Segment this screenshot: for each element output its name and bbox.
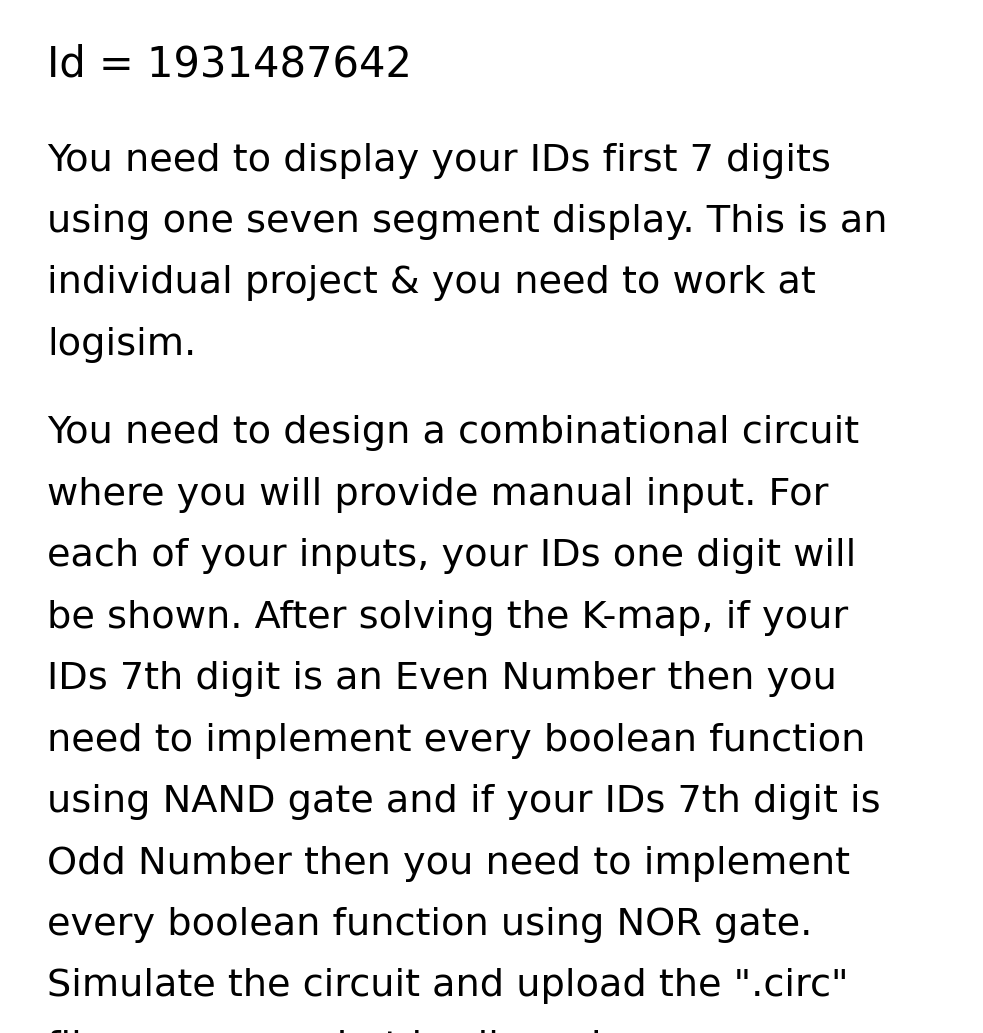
Text: individual project & you need to work at: individual project & you need to work at — [47, 265, 816, 302]
Text: Id = 1931487642: Id = 1931487642 — [47, 43, 412, 86]
Text: be shown. After solving the K-map, if your: be shown. After solving the K-map, if yo… — [47, 599, 848, 635]
Text: using one seven segment display. This is an: using one seven segment display. This is… — [47, 205, 888, 240]
Text: Odd Number then you need to implement: Odd Number then you need to implement — [47, 845, 850, 881]
Text: IDs 7th digit is an Even Number then you: IDs 7th digit is an Even Number then you — [47, 661, 838, 697]
Text: using NAND gate and if your IDs 7th digit is: using NAND gate and if your IDs 7th digi… — [47, 784, 881, 820]
Text: every boolean function using NOR gate.: every boolean function using NOR gate. — [47, 907, 813, 943]
Text: You need to display your IDs first 7 digits: You need to display your IDs first 7 dig… — [47, 143, 831, 179]
Text: Simulate the circuit and upload the ".circ": Simulate the circuit and upload the ".ci… — [47, 969, 848, 1004]
Text: file, no screenshot is allowed.: file, no screenshot is allowed. — [47, 1030, 614, 1033]
Text: You need to design a combinational circuit: You need to design a combinational circu… — [47, 415, 859, 451]
Text: logisim.: logisim. — [47, 326, 197, 363]
Text: where you will provide manual input. For: where you will provide manual input. For — [47, 477, 829, 512]
Text: each of your inputs, your IDs one digit will: each of your inputs, your IDs one digit … — [47, 538, 856, 574]
Text: need to implement every boolean function: need to implement every boolean function — [47, 723, 866, 758]
